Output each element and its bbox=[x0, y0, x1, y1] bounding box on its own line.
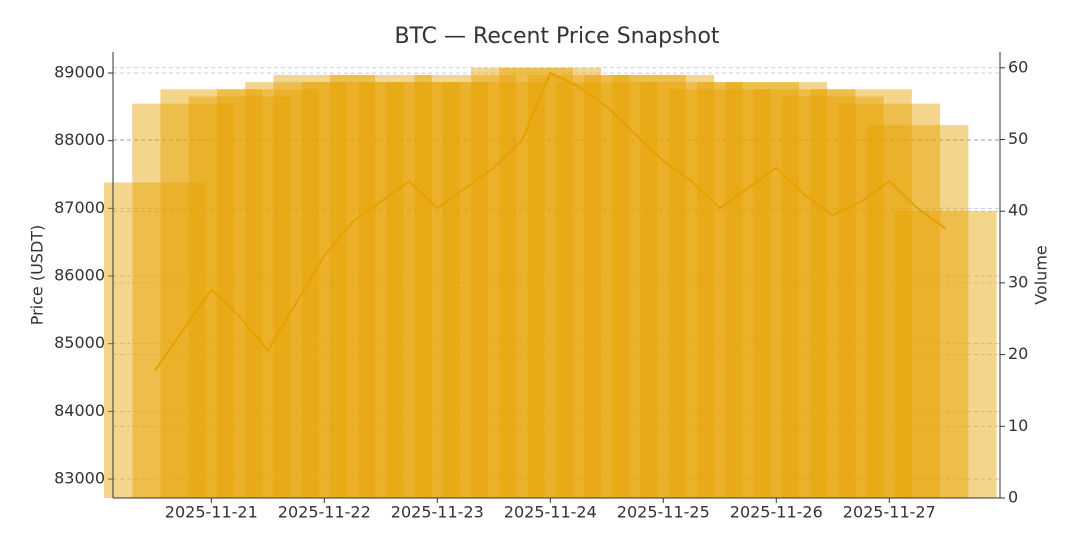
volume-bar bbox=[103, 182, 206, 499]
y-tick-label: 83000 bbox=[54, 469, 105, 488]
volume-bar bbox=[442, 82, 545, 498]
volume-bar bbox=[584, 74, 686, 498]
volume-bar bbox=[273, 74, 376, 498]
volume-bar bbox=[132, 103, 234, 498]
y2-tick-label: 60 bbox=[1008, 57, 1028, 76]
volume-bar bbox=[329, 74, 432, 498]
volume-bar bbox=[414, 74, 517, 498]
volume-bar bbox=[894, 211, 997, 498]
y-axis-label: Price (USDT) bbox=[28, 225, 47, 326]
y-tick-label: 85000 bbox=[54, 333, 105, 352]
volume-bar bbox=[555, 82, 658, 498]
y-tick-label: 89000 bbox=[54, 62, 105, 81]
y-tick-label: 88000 bbox=[54, 130, 105, 149]
volume-bar bbox=[838, 103, 941, 498]
volume-bar bbox=[810, 89, 912, 499]
x-tick-label: 2025-11-27 bbox=[843, 503, 936, 522]
volume-bar bbox=[668, 89, 771, 499]
volume-bar bbox=[725, 82, 828, 498]
volume-bar bbox=[753, 89, 856, 499]
y2-tick-label: 30 bbox=[1008, 272, 1028, 291]
volume-bar bbox=[301, 82, 404, 498]
volume-bar bbox=[471, 67, 573, 499]
volume-bar bbox=[160, 89, 263, 499]
volume-bar bbox=[358, 82, 460, 498]
y2-tick-label: 20 bbox=[1008, 344, 1028, 363]
volume-bar bbox=[499, 67, 602, 499]
x-tick-label: 2025-11-24 bbox=[504, 503, 597, 522]
volume-bar bbox=[245, 82, 347, 498]
volume-bar bbox=[697, 82, 799, 498]
volume-bar bbox=[781, 96, 884, 498]
y2-tick-label: 0 bbox=[1008, 488, 1018, 507]
x-tick-label: 2025-11-26 bbox=[730, 503, 823, 522]
chart-title: BTC — Recent Price Snapshot bbox=[394, 24, 719, 49]
volume-bar bbox=[612, 74, 715, 498]
x-tick-label: 2025-11-23 bbox=[391, 503, 484, 522]
x-tick-label: 2025-11-21 bbox=[165, 503, 258, 522]
y2-tick-label: 10 bbox=[1008, 416, 1028, 435]
y-tick-label: 86000 bbox=[54, 266, 105, 285]
x-tick-label: 2025-11-25 bbox=[617, 503, 710, 522]
y-tick-label: 87000 bbox=[54, 198, 105, 217]
price-line bbox=[153, 71, 947, 372]
x-tick-label: 2025-11-22 bbox=[278, 503, 371, 522]
y2-tick-label: 50 bbox=[1008, 129, 1028, 148]
y-tick-label: 84000 bbox=[54, 401, 105, 420]
volume-bar bbox=[866, 125, 969, 499]
volume-bar bbox=[527, 74, 630, 498]
volume-bar bbox=[216, 89, 319, 499]
y2-axis-label: Volume bbox=[1032, 245, 1051, 305]
volume-bar bbox=[188, 96, 291, 498]
y2-tick-label: 40 bbox=[1008, 201, 1028, 220]
volume-bar bbox=[640, 82, 743, 498]
volume-bar bbox=[386, 82, 489, 498]
